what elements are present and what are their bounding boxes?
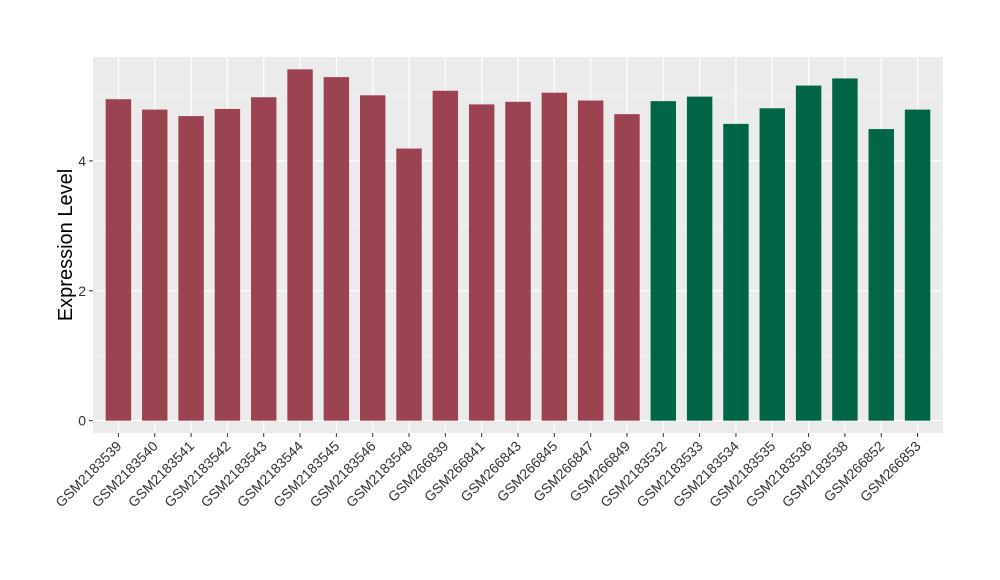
y-axis: 0 2 4 (78, 153, 93, 429)
bar-GSM2183544 (287, 69, 313, 421)
bar-GSM266852 (868, 129, 894, 421)
bar-GSM2183532 (650, 101, 677, 421)
bar-GSM2183546 (359, 95, 386, 421)
y-tick-label: 4 (78, 153, 86, 169)
x-axis: GSM2183539GSM2183540GSM2183541GSM2183542… (52, 433, 924, 510)
bar-GSM266841 (468, 104, 495, 421)
y-tick-label: 2 (78, 283, 86, 299)
bar-GSM266847 (577, 100, 604, 421)
bar-GSM2183540 (142, 109, 168, 421)
bar-GSM266843 (505, 101, 531, 421)
bar-GSM2183536 (795, 85, 822, 421)
bar-GSM2183533 (686, 96, 713, 421)
bar-GSM2183541 (178, 116, 204, 421)
bar-GSM2183534 (723, 123, 749, 421)
bar-GSM266839 (432, 90, 459, 421)
bar-GSM2183535 (759, 108, 785, 421)
bar-GSM2183548 (396, 148, 422, 421)
bar-GSM2183545 (323, 77, 350, 421)
bar-GSM2183543 (251, 97, 277, 421)
bar-GSM2183542 (214, 108, 241, 421)
bars (105, 69, 931, 421)
bar-GSM266853 (904, 109, 931, 421)
bar-GSM266849 (614, 114, 640, 421)
y-axis-title: Expression Level (55, 169, 77, 321)
y-tick-label: 0 (78, 413, 86, 429)
bar-GSM266845 (541, 92, 568, 421)
bar-GSM2183538 (832, 78, 858, 421)
bar-GSM2183539 (105, 99, 132, 421)
